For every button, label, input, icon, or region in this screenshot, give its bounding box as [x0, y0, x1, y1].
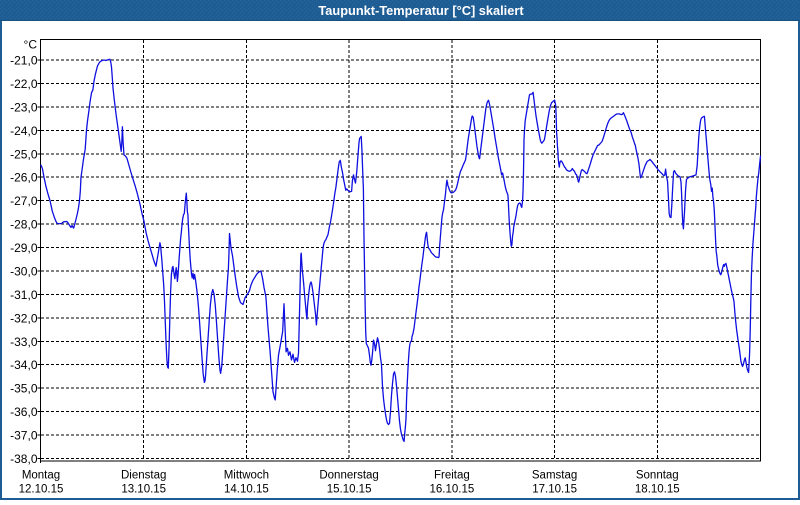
svg-text:-21,0: -21,0 [10, 54, 38, 68]
svg-text:-33,0: -33,0 [10, 335, 38, 349]
svg-text:-32,0: -32,0 [10, 311, 38, 325]
svg-text:18.10.15: 18.10.15 [635, 484, 680, 496]
svg-text:Taupunkt-Temperatur [°C] skali: Taupunkt-Temperatur [°C] skaliert [318, 3, 524, 18]
svg-text:Mittwoch: Mittwoch [224, 470, 269, 482]
svg-text:-38,0: -38,0 [10, 452, 38, 466]
svg-text:Sonntag: Sonntag [636, 470, 679, 482]
svg-text:Samstag: Samstag [532, 470, 577, 482]
svg-text:12.10.15: 12.10.15 [19, 484, 64, 496]
svg-text:-31,0: -31,0 [10, 288, 38, 302]
svg-text:°C: °C [24, 38, 38, 52]
svg-text:-37,0: -37,0 [10, 429, 38, 443]
svg-text:Montag: Montag [22, 470, 60, 482]
svg-text:-36,0: -36,0 [10, 405, 38, 419]
svg-text:Freitag: Freitag [434, 470, 470, 482]
svg-text:16.10.15: 16.10.15 [430, 484, 475, 496]
svg-text:-25,0: -25,0 [10, 147, 38, 161]
svg-text:-27,0: -27,0 [10, 194, 38, 208]
svg-text:-22,0: -22,0 [10, 77, 38, 91]
svg-text:17.10.15: 17.10.15 [532, 484, 577, 496]
svg-text:-28,0: -28,0 [10, 218, 38, 232]
svg-text:15.10.15: 15.10.15 [327, 484, 372, 496]
svg-text:13.10.15: 13.10.15 [121, 484, 166, 496]
svg-text:-29,0: -29,0 [10, 241, 38, 255]
svg-text:-30,0: -30,0 [10, 265, 38, 279]
svg-text:-24,0: -24,0 [10, 124, 38, 138]
svg-text:Donnerstag: Donnerstag [319, 470, 378, 482]
svg-text:Dienstag: Dienstag [121, 470, 166, 482]
svg-text:-23,0: -23,0 [10, 100, 38, 114]
svg-text:-34,0: -34,0 [10, 358, 38, 372]
svg-text:-26,0: -26,0 [10, 171, 38, 185]
svg-text:14.10.15: 14.10.15 [224, 484, 269, 496]
svg-text:-35,0: -35,0 [10, 382, 38, 396]
